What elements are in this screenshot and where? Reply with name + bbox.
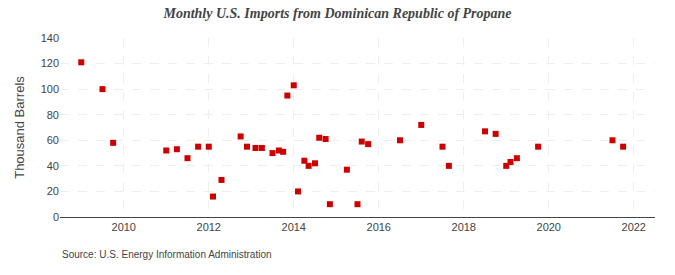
svg-text:140: 140 [41, 32, 59, 44]
svg-text:Thousand Barrels: Thousand Barrels [12, 76, 27, 179]
svg-text:2018: 2018 [452, 221, 476, 233]
svg-text:0: 0 [53, 211, 59, 223]
svg-text:2016: 2016 [367, 221, 391, 233]
svg-text:2010: 2010 [112, 221, 136, 233]
svg-text:Source: U.S. Energy Informatio: Source: U.S. Energy Information Administ… [62, 249, 272, 260]
svg-text:120: 120 [41, 57, 59, 69]
svg-text:80: 80 [47, 109, 59, 121]
svg-text:2012: 2012 [197, 221, 221, 233]
svg-text:20: 20 [47, 185, 59, 197]
svg-text:2014: 2014 [282, 221, 306, 233]
svg-text:40: 40 [47, 160, 59, 172]
svg-text:2020: 2020 [537, 221, 561, 233]
svg-text:Monthly U.S. Imports from Domi: Monthly U.S. Imports from Dominican Repu… [162, 6, 511, 21]
svg-text:2022: 2022 [622, 221, 646, 233]
svg-text:100: 100 [41, 83, 59, 95]
svg-text:60: 60 [47, 134, 59, 146]
